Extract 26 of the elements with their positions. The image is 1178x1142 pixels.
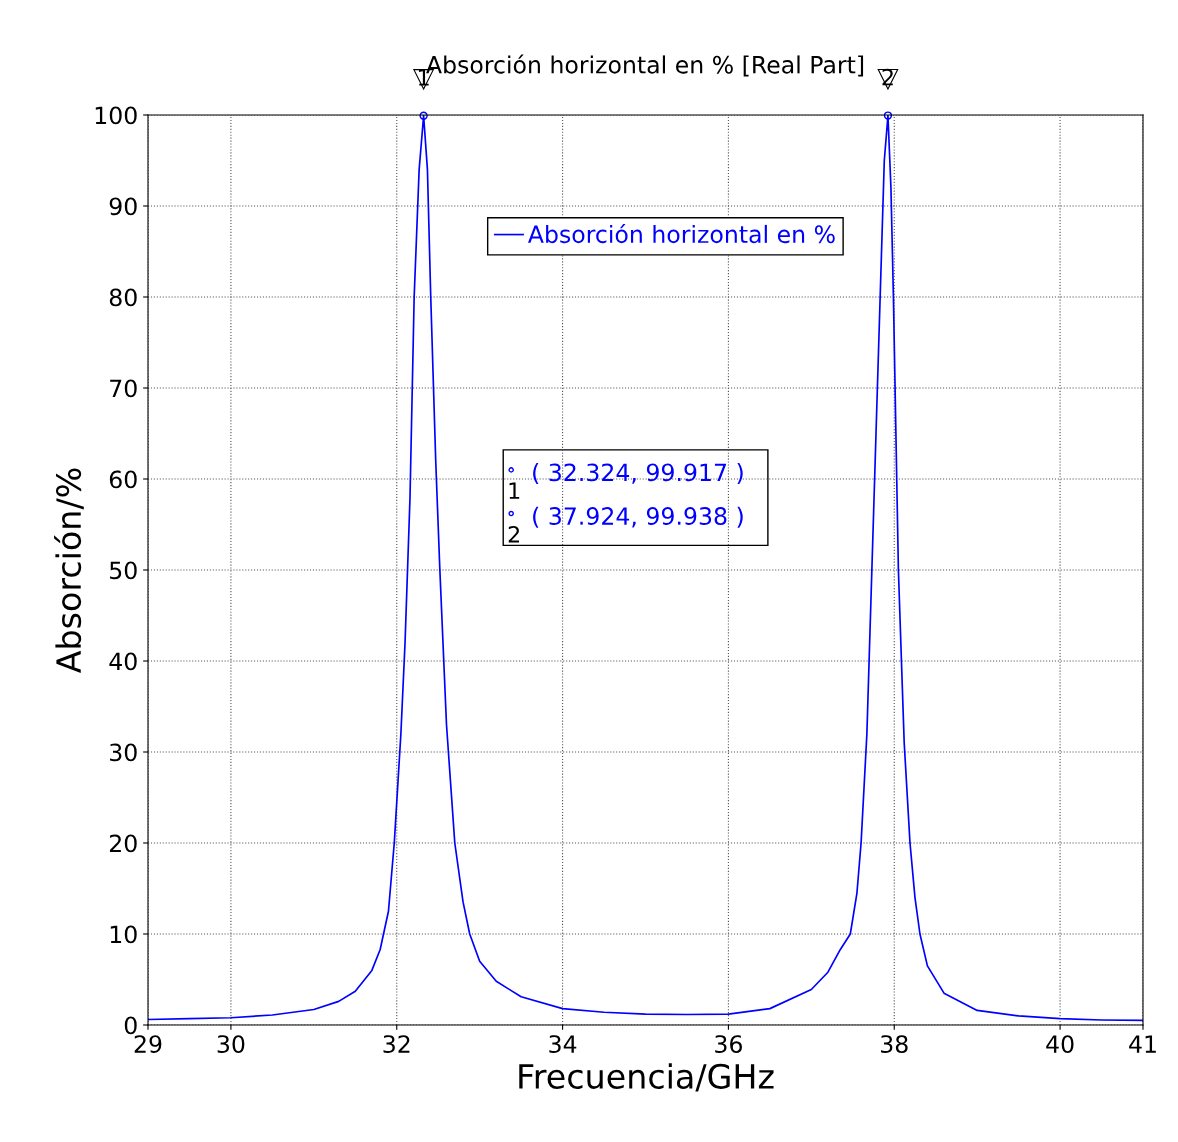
y-tick-label: 70 [110,379,137,398]
y-tick-label: 40 [109,652,137,671]
legend-label: Absorción horizontal en % [528,223,835,244]
x-tick-label: 38 [881,1035,908,1053]
x-tick-label: 41 [1129,1035,1156,1053]
x-tick-label: 29 [134,1035,162,1053]
annotation: ( 37.924, 99.938 ) [533,506,743,528]
y-tick-label: 90 [109,197,137,216]
y-tick-label: 60 [109,470,137,489]
y-tick-label: 100 [95,106,137,125]
annotation: ( 32.324, 99.917 ) [533,463,743,485]
y-tick-label: 80 [109,288,137,307]
y-axis-title: Absorción/% [54,468,84,674]
x-tick-label: 34 [549,1035,577,1053]
y-tick-label: 0 [124,1016,137,1035]
y-tick-label: 20 [109,834,137,853]
x-tick-label: 30 [217,1035,245,1053]
text: 2 [508,525,519,543]
x-axis-title: Frecuencia/GHz [519,1063,774,1092]
y-tick-label: 10 [110,925,137,944]
text: 1 [509,482,520,499]
x-tick-label: 36 [715,1035,742,1053]
x-tick-label: 32 [383,1035,410,1053]
x-tick-label: 40 [1046,1035,1074,1053]
y-tick-label: 50 [110,561,137,580]
y-tick-label: 30 [110,743,137,762]
